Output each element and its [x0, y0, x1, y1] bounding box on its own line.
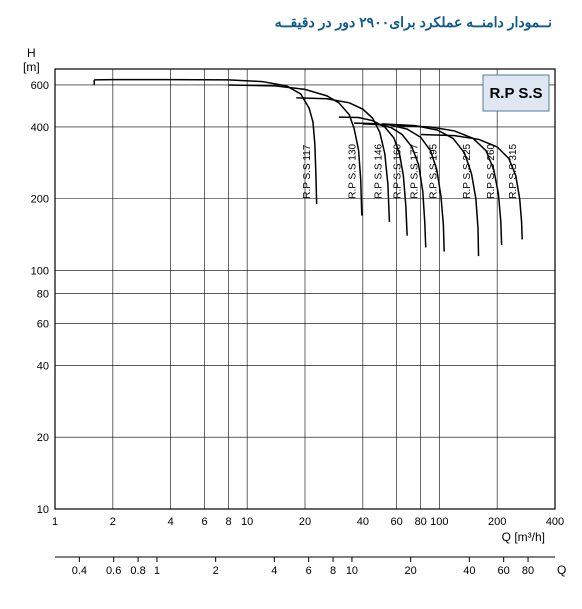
chart-container: 1020406080100200400600124681020406080100…	[10, 39, 570, 599]
svg-text:400: 400	[31, 122, 49, 134]
svg-text:8: 8	[330, 565, 336, 577]
svg-text:1: 1	[154, 565, 160, 577]
svg-text:R.P S.S 315: R.P S.S 315	[508, 143, 519, 198]
svg-text:R.P S.S 260: R.P S.S 260	[486, 143, 497, 198]
svg-text:R.P S.S 177: R.P S.S 177	[410, 143, 421, 198]
svg-text:40: 40	[463, 565, 475, 577]
svg-text:100: 100	[31, 266, 49, 278]
svg-text:60: 60	[37, 318, 49, 330]
svg-text:40: 40	[37, 360, 49, 372]
svg-text:20: 20	[405, 565, 417, 577]
chart-title: نــمودار دامنــه عملکرد برای۲۹۰۰ دور در …	[10, 14, 552, 31]
svg-text:4: 4	[168, 516, 174, 528]
svg-text:Q [l/s]: Q [l/s]	[557, 563, 570, 577]
svg-text:600: 600	[31, 80, 49, 92]
svg-text:4: 4	[271, 565, 277, 577]
svg-text:60: 60	[498, 565, 510, 577]
svg-text:R.P S.S 146: R.P S.S 146	[374, 143, 385, 198]
svg-text:10: 10	[241, 516, 253, 528]
svg-text:R.P S.S 195: R.P S.S 195	[428, 143, 439, 198]
svg-text:H: H	[27, 46, 36, 60]
svg-text:80: 80	[522, 565, 534, 577]
svg-text:10: 10	[346, 565, 358, 577]
svg-text:200: 200	[488, 516, 506, 528]
svg-text:R.P S.S: R.P S.S	[489, 85, 542, 102]
svg-text:80: 80	[415, 516, 427, 528]
svg-text:0.4: 0.4	[72, 565, 87, 577]
svg-text:2: 2	[110, 516, 116, 528]
svg-text:40: 40	[357, 516, 369, 528]
svg-text:2: 2	[213, 565, 219, 577]
svg-text:0.8: 0.8	[130, 565, 145, 577]
svg-text:6: 6	[306, 565, 312, 577]
svg-text:20: 20	[299, 516, 311, 528]
svg-text:R.P S.S 130: R.P S.S 130	[348, 143, 359, 198]
svg-text:R.P S.S 117: R.P S.S 117	[302, 144, 313, 199]
svg-text:R.P S.S 225: R.P S.S 225	[462, 143, 473, 198]
svg-text:60: 60	[391, 516, 403, 528]
svg-text:100: 100	[430, 516, 448, 528]
svg-text:[m]: [m]	[23, 60, 40, 74]
svg-text:0.6: 0.6	[106, 565, 121, 577]
svg-text:6: 6	[201, 516, 207, 528]
svg-text:400: 400	[546, 516, 564, 528]
svg-text:20: 20	[37, 432, 49, 444]
svg-text:Q [m³/h]: Q [m³/h]	[502, 530, 545, 544]
svg-text:1: 1	[52, 516, 58, 528]
svg-text:R.P S.S 160: R.P S.S 160	[392, 143, 403, 198]
svg-text:200: 200	[31, 194, 49, 206]
svg-text:80: 80	[37, 289, 49, 301]
svg-text:10: 10	[37, 504, 49, 516]
svg-text:8: 8	[225, 516, 231, 528]
pump-chart: 1020406080100200400600124681020406080100…	[10, 39, 570, 599]
